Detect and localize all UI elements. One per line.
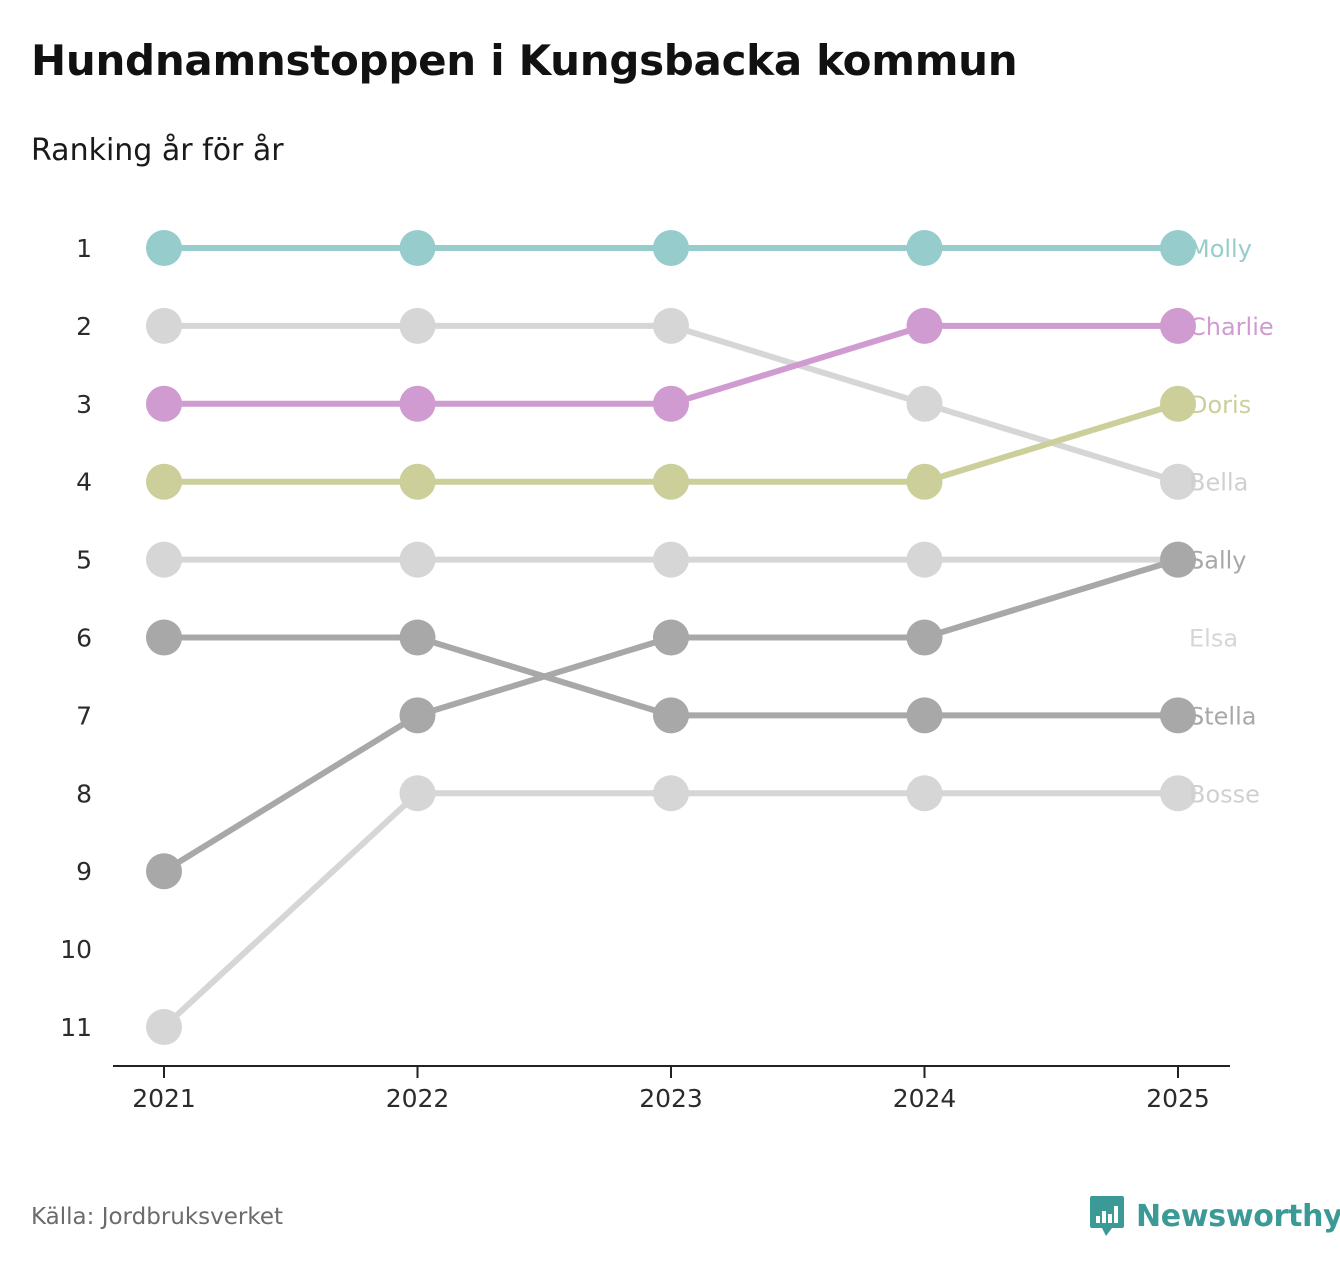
data-point-gray-9 [906,619,943,656]
data-point-stella [399,619,436,656]
y-tick-label: 11 [60,1013,92,1042]
data-point-sally [906,541,943,578]
data-point-gray-9 [1160,541,1196,578]
data-point-bella [906,385,943,422]
data-point-charlie [146,385,182,422]
data-point-bosse [146,1009,182,1045]
y-tick-label: 3 [76,390,92,419]
data-point-bosse [1160,775,1196,812]
end-label-sally: Sally [1189,547,1246,575]
x-axis-ticks: 2021 2022 2023 2024 2025 [132,1066,1210,1113]
data-point-molly [906,230,943,266]
data-point-charlie [1160,307,1196,344]
y-tick-label: 6 [76,624,92,653]
data-point-sally [146,541,182,578]
data-point-bella [399,307,436,344]
data-point-gray-9 [399,697,436,734]
data-point-charlie [399,385,436,422]
data-point-bosse [653,775,689,812]
data-point-molly [399,230,436,266]
end-label-bosse: Bosse [1189,780,1260,808]
series-line-bosse [161,790,1181,1030]
y-tick-label: 9 [76,857,92,886]
chart-title: Hundnamnstoppen i Kungsbacka kommun [31,36,1018,85]
data-point-charlie [653,385,689,422]
x-tick-label: 2024 [893,1084,957,1113]
data-point-doris [146,463,182,500]
data-point-stella [653,697,689,734]
data-point-sally [399,541,436,578]
data-point-molly [653,230,689,266]
y-tick-label: 2 [76,312,92,341]
data-point-bella [146,307,182,344]
bump-chart: 1 2 3 4 5 6 7 8 9 10 11 Molly Charlie Doris Bella Sall… [60,230,1274,1113]
y-tick-label: 7 [76,701,92,730]
data-point-gray-9 [653,619,689,656]
y-tick-label: 8 [76,779,92,808]
y-axis-ticks: 1 2 3 4 5 6 7 8 9 10 11 [60,234,92,1042]
data-point-doris [906,463,943,500]
end-label-doris: Doris [1189,391,1251,419]
data-point-doris [399,463,436,500]
data-point-bosse [399,775,436,812]
data-point-stella [1160,697,1196,734]
end-label-bella: Bella [1189,469,1248,497]
end-label-molly: Molly [1189,235,1252,263]
newsworthy-logo-icon [1090,1196,1124,1236]
x-tick-label: 2025 [1146,1084,1210,1113]
data-point-bosse [906,775,943,812]
y-tick-label: 1 [76,234,92,263]
y-tick-label: 5 [76,546,92,575]
data-point-stella [906,697,943,734]
y-tick-label: 10 [60,935,92,964]
data-point-stella [146,619,182,656]
data-point-bella [1160,463,1196,500]
end-label-stella: Stella [1189,702,1256,730]
chart-subtitle: Ranking år för år [31,133,284,168]
series-points [146,230,1196,1045]
end-label-elsa: Elsa [1189,625,1238,653]
data-point-molly [1160,230,1196,266]
y-tick-label: 4 [76,468,92,497]
data-point-charlie [906,307,943,344]
brand-logo[interactable]: Newsworthy [1088,1194,1340,1238]
data-point-doris [653,463,689,500]
x-tick-label: 2023 [639,1084,703,1113]
x-tick-label: 2022 [386,1084,450,1113]
data-point-bella [653,307,689,344]
end-labels: Molly Charlie Doris Bella Sally Elsa Stella Bos… [1189,235,1274,808]
end-label-charlie: Charlie [1189,313,1274,341]
data-point-gray-9 [146,853,182,890]
x-tick-label: 2021 [132,1084,196,1113]
data-point-doris [1160,385,1196,422]
source-note: Källa: Jordbruksverket [31,1204,284,1230]
data-point-molly [146,230,182,266]
data-point-sally [653,541,689,578]
brand-name: Newsworthy [1136,1198,1340,1234]
